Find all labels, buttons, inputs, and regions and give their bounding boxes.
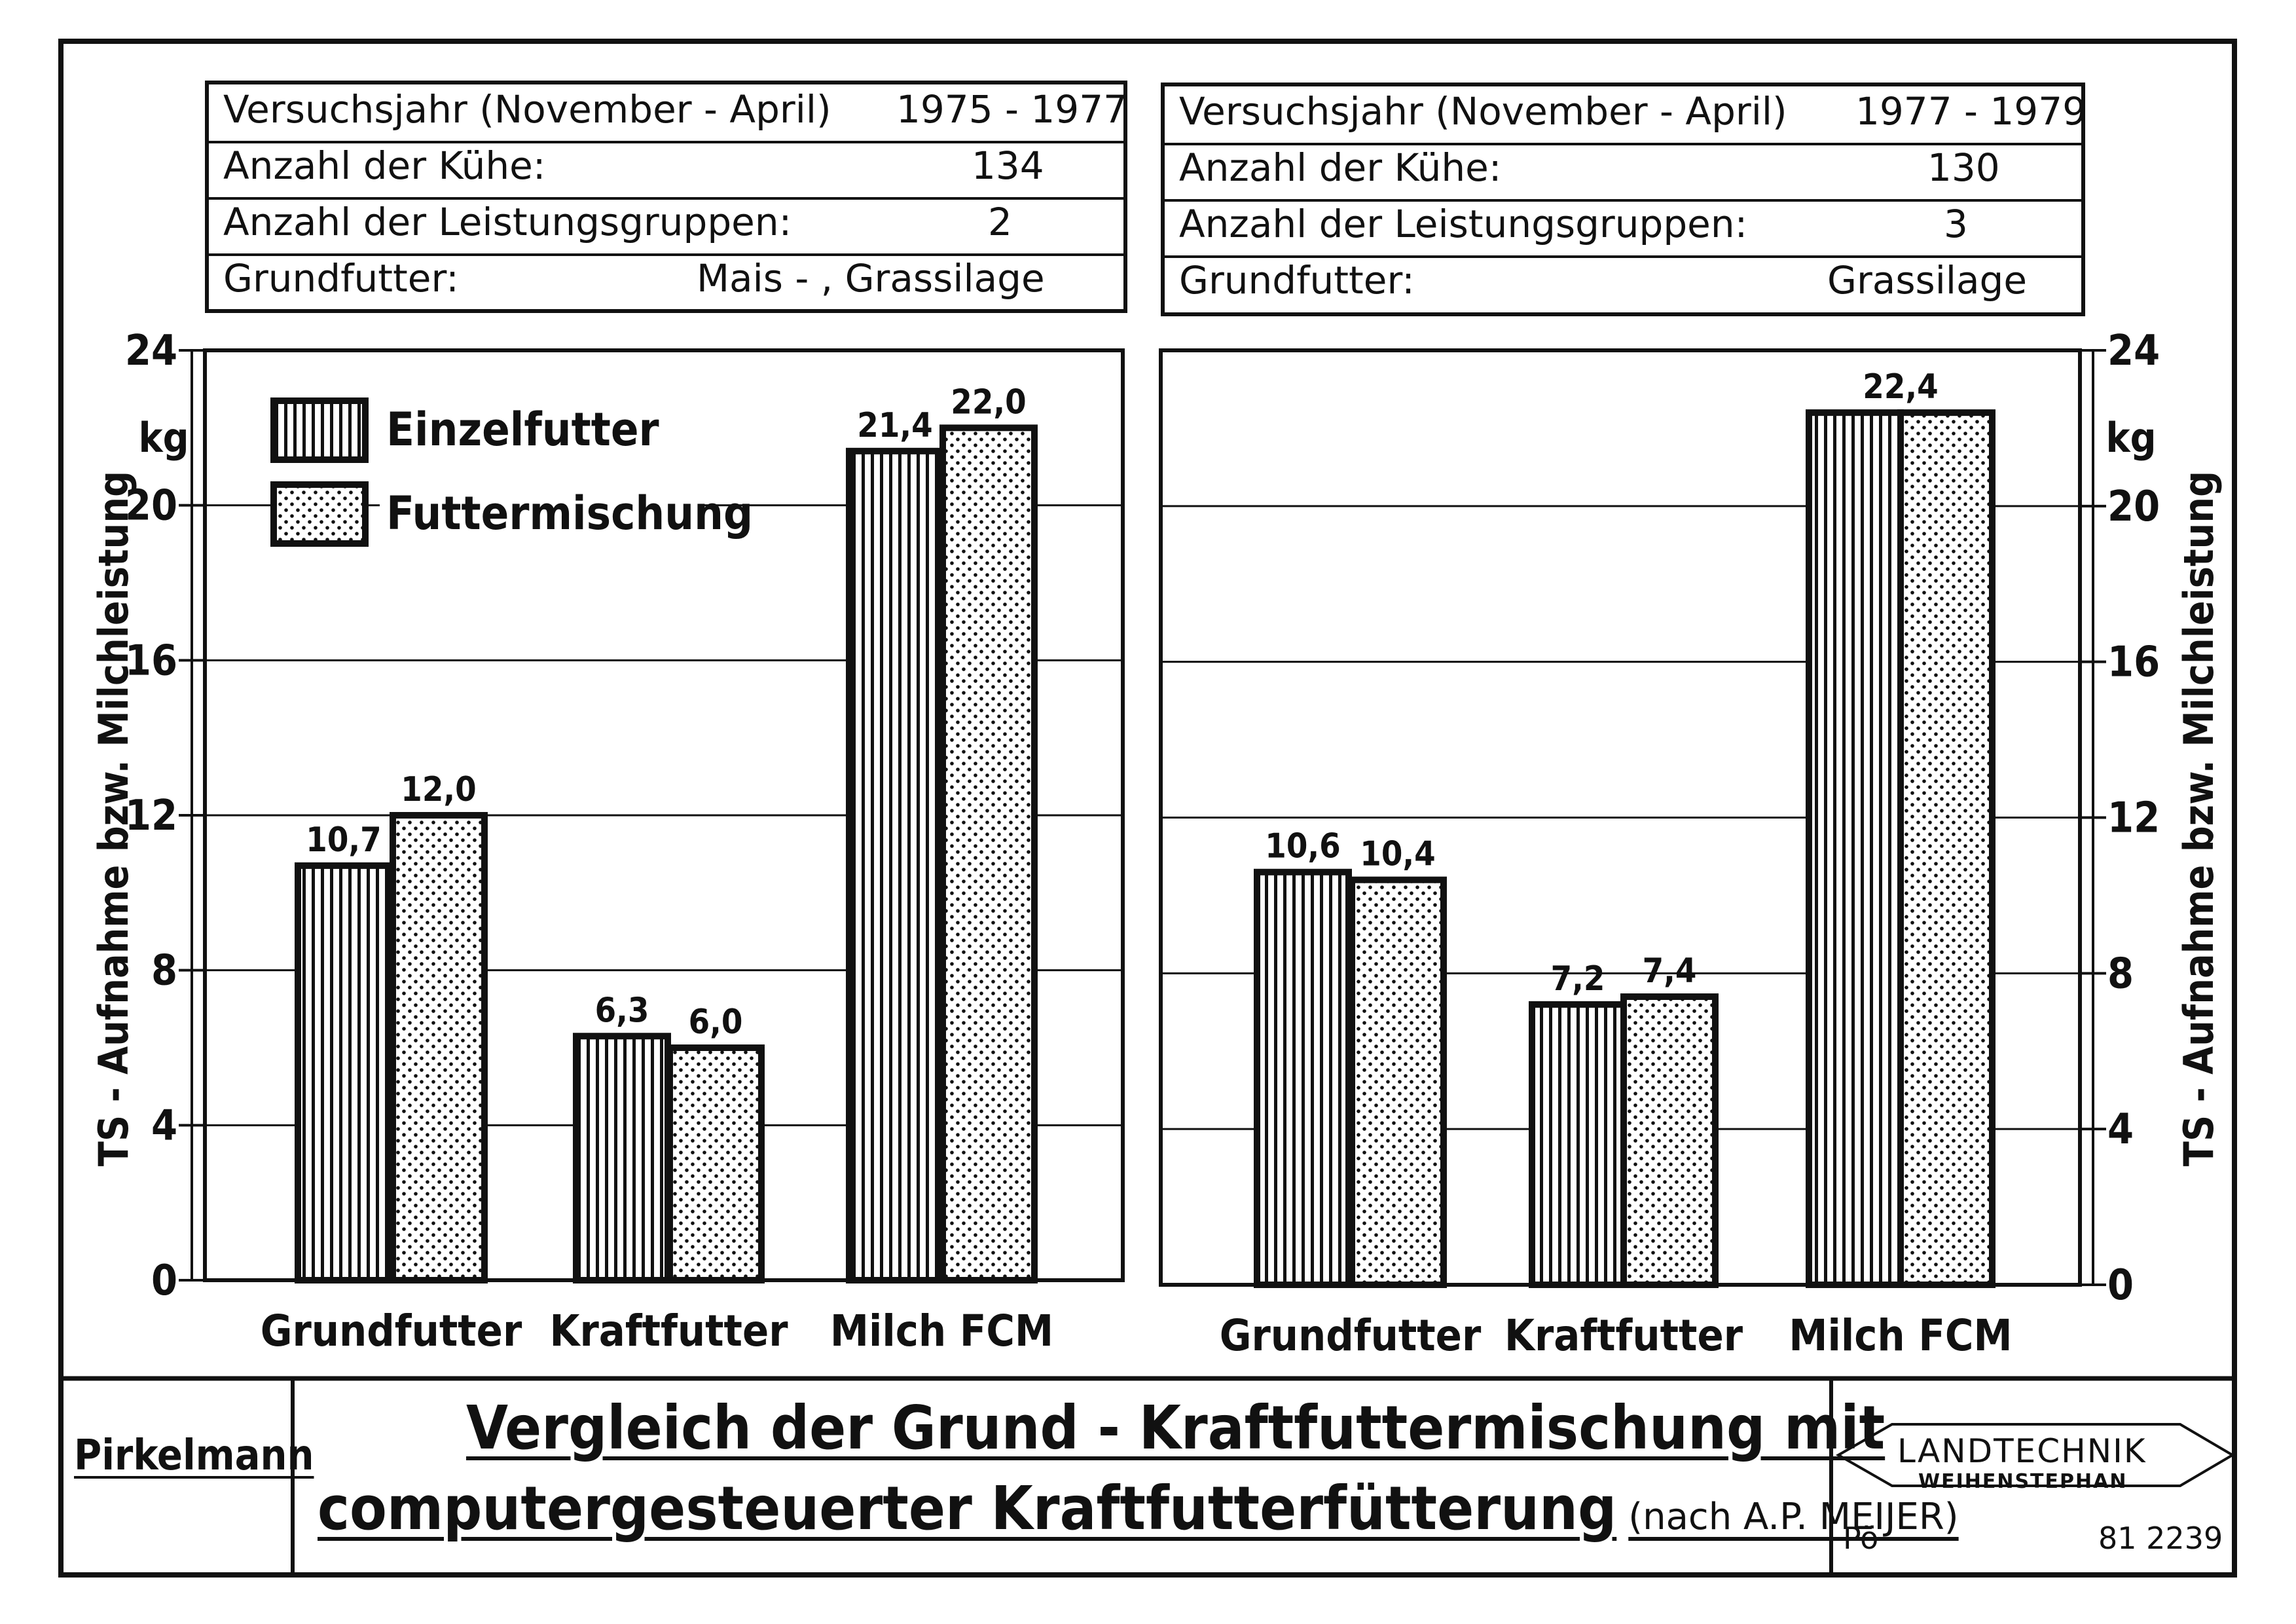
- y-axis-title: TS - Aufnahme bzw. Milchleistung: [2175, 471, 2223, 1166]
- y-tick-label: 0: [151, 1257, 177, 1305]
- legend-label: Futtermischung: [386, 487, 753, 540]
- info-value: 130: [1927, 145, 2000, 190]
- bar: [1806, 409, 1904, 1289]
- bar: [295, 862, 393, 1283]
- bar: [1349, 876, 1447, 1288]
- y-tick-label: 16: [2107, 638, 2160, 687]
- info-value: 1977 - 1979: [1855, 89, 2087, 134]
- x-category-label: Milch FCM: [1789, 1310, 2012, 1361]
- info-value: Grassilage: [1827, 258, 2028, 303]
- stamp-top-text: LANDTECHNIK: [1897, 1432, 2147, 1470]
- info-value: 3: [1944, 202, 1968, 246]
- info-value: Mais - , Grassilage: [697, 256, 1045, 301]
- info-value: 134: [972, 143, 1044, 188]
- y-tick-label: 20: [125, 482, 177, 530]
- data-label: 12,0: [401, 770, 476, 809]
- y-tick-label: 24: [2107, 327, 2160, 375]
- legend-swatch: [270, 397, 369, 463]
- legend-text-bg: [380, 478, 701, 550]
- bar: [666, 1044, 765, 1283]
- stamp-bottom-text: WEIHENSTEPHAN: [1918, 1470, 2128, 1493]
- stamp-logo: [1835, 1423, 2235, 1487]
- info-row: Anzahl der Leistungsgruppen: 3: [1165, 199, 2081, 258]
- info-label: Versuchsjahr (November - April): [223, 87, 831, 132]
- y-tick-label: 4: [2107, 1105, 2134, 1154]
- x-category-label: Kraftfutter: [549, 1306, 788, 1356]
- info-label: Grundfutter:: [223, 256, 459, 301]
- legend-swatch: [270, 481, 369, 547]
- y-axis-unit: kg: [2105, 414, 2156, 462]
- info-label: Anzahl der Leistungsgruppen:: [1179, 202, 1748, 246]
- data-label: 10,7: [306, 821, 381, 860]
- y-tick-label: 20: [2107, 483, 2160, 531]
- info-label: Anzahl der Kühe:: [223, 143, 546, 188]
- author-name: Pirkelmann: [74, 1431, 314, 1480]
- info-row: Versuchsjahr (November - April) 1977 - 1…: [1165, 86, 2086, 145]
- info-row: Anzahl der Kühe: 130: [1165, 143, 2081, 202]
- y-tick-label: 0: [2107, 1261, 2134, 1310]
- x-category-label: Milch FCM: [830, 1306, 1053, 1356]
- title-line-1: Vergleich der Grund - Kraftfuttermischun…: [466, 1393, 1886, 1463]
- y-tick-label: 8: [2107, 950, 2134, 998]
- bar: [939, 424, 1038, 1283]
- x-category-label: Grundfutter: [261, 1306, 522, 1356]
- data-label: 7,4: [1643, 951, 1697, 991]
- bar: [1529, 1001, 1627, 1289]
- data-label: 7,2: [1551, 959, 1605, 999]
- bar-chart-right: 0 4 8 12 16 20 24 kg TS - Aufnahme bzw. Milchlei…: [1159, 327, 2223, 1361]
- y-tick-label: 4: [151, 1101, 177, 1150]
- y-tick-label: 16: [125, 637, 177, 685]
- y-axis-title: TS - Aufnahme bzw. Milchleistung: [90, 471, 137, 1166]
- data-label: 22,0: [951, 382, 1026, 422]
- bar: [846, 447, 944, 1283]
- x-category-label: Grundfutter: [1220, 1310, 1482, 1361]
- info-label: Anzahl der Leistungsgruppen:: [223, 200, 792, 244]
- bar: [573, 1033, 671, 1283]
- data-label: 21,4: [857, 406, 932, 445]
- y-tick-label: 12: [125, 792, 177, 840]
- info-row: Grundfutter: Mais - , Grassilage: [209, 253, 1123, 306]
- info-row: Grundfutter: Grassilage: [1165, 255, 2081, 309]
- info-value: 1975 - 1977: [896, 87, 1128, 132]
- data-label: 22,4: [1863, 367, 1938, 407]
- bar: [1897, 409, 1995, 1289]
- data-label: 6,0: [689, 1003, 743, 1042]
- info-label: Grundfutter:: [1179, 258, 1415, 303]
- title-line-2: computergesteuerter Kraftfutterfütterung…: [318, 1473, 1959, 1543]
- bar: [390, 812, 488, 1283]
- legend-label: Einzelfutter: [386, 403, 659, 456]
- drawing-code-right: 81 2239: [2098, 1521, 2223, 1556]
- info-table-right: Versuchsjahr (November - April) 1977 - 1…: [1161, 83, 2086, 316]
- info-row: Versuchsjahr (November - April) 1975 - 1…: [209, 84, 1127, 143]
- info-row: Anzahl der Leistungsgruppen: 2: [209, 197, 1123, 256]
- legend: Einzelfutter Futtermischung: [270, 394, 753, 550]
- y-tick-label: 8: [151, 947, 177, 995]
- data-label: 10,4: [1360, 835, 1435, 874]
- data-label: 10,6: [1265, 827, 1340, 866]
- legend-text-bg: [380, 394, 701, 466]
- title-source: (nach A.P. MEIJER): [1628, 1496, 1959, 1538]
- info-label: Versuchsjahr (November - April): [1179, 89, 1787, 134]
- y-tick-label: 12: [2107, 794, 2160, 843]
- info-row: Anzahl der Kühe: 134: [209, 141, 1123, 200]
- data-label: 6,3: [595, 991, 649, 1030]
- bar: [1254, 868, 1352, 1289]
- info-label: Anzahl der Kühe:: [1179, 145, 1502, 190]
- y-axis-unit: kg: [138, 414, 189, 462]
- bar: [1620, 993, 1719, 1288]
- drawing-code-left: Pö: [1843, 1521, 1879, 1556]
- x-category-label: Kraftfutter: [1504, 1310, 1743, 1361]
- y-tick-label: 24: [125, 327, 177, 375]
- info-table-left: Versuchsjahr (November - April) 1975 - 1…: [205, 81, 1127, 313]
- title-line-2-text: computergesteuerter Kraftfutterfütterung: [318, 1473, 1617, 1543]
- info-value: 2: [988, 200, 1012, 244]
